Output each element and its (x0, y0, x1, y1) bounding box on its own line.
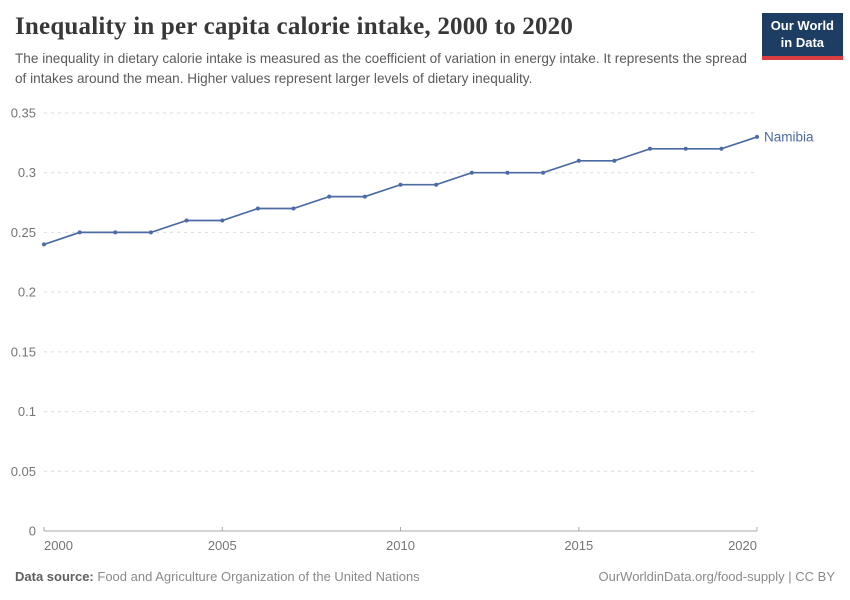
data-point[interactable] (612, 158, 617, 163)
x-tick-label: 2020 (728, 538, 757, 553)
y-tick-label: 0.15 (11, 344, 36, 359)
data-point[interactable] (648, 146, 652, 151)
namibia-line[interactable] (43, 136, 758, 246)
data-point[interactable] (148, 230, 153, 235)
data-point[interactable] (469, 170, 474, 175)
data-source-value: Food and Agriculture Organization of the… (97, 569, 420, 584)
data-point[interactable] (541, 170, 546, 175)
y-tick-label: 0.05 (11, 464, 36, 479)
data-point[interactable] (220, 218, 225, 223)
entity-label-namibia[interactable]: Namibia (764, 129, 814, 144)
data-point[interactable] (398, 182, 403, 187)
data-point[interactable] (327, 194, 332, 199)
chart-subtitle: The inequality in dietary calorie intake… (15, 51, 747, 86)
x-tick-label: 2010 (386, 538, 415, 553)
y-tick-label: 0 (29, 524, 36, 539)
data-point[interactable] (255, 206, 260, 211)
y-tick-label: 0.25 (11, 225, 36, 240)
y-tick-label: 0.2 (18, 285, 36, 300)
data-point[interactable] (719, 146, 724, 151)
data-point[interactable] (291, 206, 296, 211)
x-tick-label: 2005 (208, 538, 237, 553)
data-point[interactable] (505, 170, 510, 175)
chart-footer: Data source: Food and Agriculture Organi… (15, 569, 835, 584)
data-point[interactable] (755, 134, 759, 139)
data-point[interactable] (42, 242, 46, 247)
data-point[interactable] (77, 230, 82, 235)
x-tick-label: 2015 (564, 538, 593, 553)
data-source-label: Data source: (15, 569, 94, 584)
owid-logo-line2: in Data (780, 34, 825, 50)
data-point[interactable] (683, 146, 688, 151)
data-point[interactable] (184, 218, 189, 223)
chart-header: Inequality in per capita calorie intake,… (15, 12, 755, 88)
owid-logo-line1: Our World (770, 18, 834, 33)
data-point[interactable] (113, 230, 118, 235)
y-tick-label: 0.3 (18, 165, 36, 180)
y-tick-label: 0.35 (11, 106, 36, 121)
chart-title: Inequality in per capita calorie intake,… (15, 13, 574, 40)
owid-logo[interactable]: Our World in Data (761, 13, 843, 60)
data-point[interactable] (434, 182, 439, 187)
y-tick-label: 0.1 (18, 404, 36, 419)
credit-link[interactable]: OurWorldinData.org/food-supply | CC BY (598, 569, 835, 584)
line-chart: 0 0.05 0.1 0.15 0.2 0.25 0.3 0.35 2000 2005 2010 20… (11, 106, 814, 554)
x-tick-label: 2000 (44, 538, 73, 553)
data-point[interactable] (576, 158, 581, 163)
data-source: Data source: Food and Agriculture Organi… (15, 569, 420, 584)
data-point[interactable] (362, 194, 367, 199)
